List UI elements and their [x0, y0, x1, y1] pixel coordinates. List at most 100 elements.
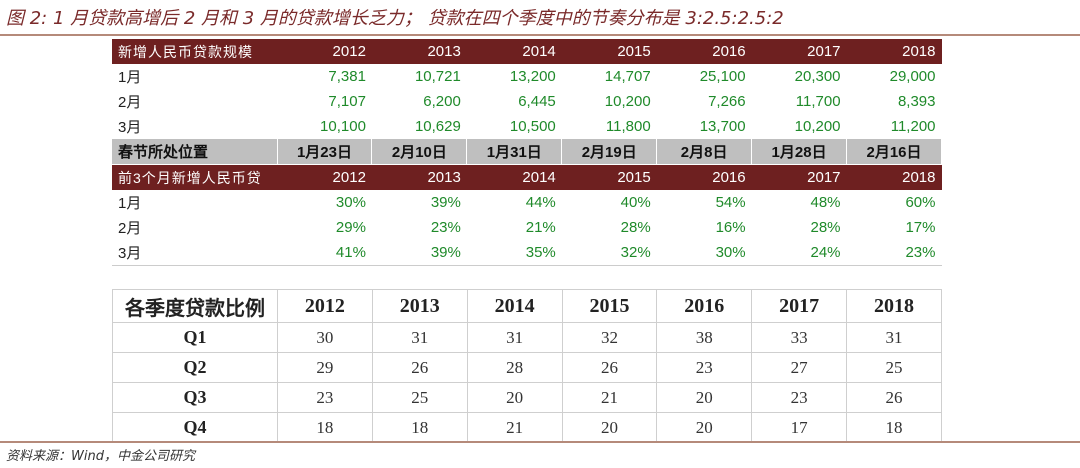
- quarterly-loan-ratio-table: 各季度贷款比例 2012 2013 2014 2015 2016 2017 2018 Q1 30 3…: [112, 289, 942, 443]
- table-cell: 60%: [905, 194, 936, 211]
- source-note: 资料来源：Wind，中金公司研究: [6, 449, 195, 464]
- table-cell: 2015: [561, 164, 657, 190]
- row-label: Q3: [112, 382, 278, 413]
- table-cell: 2012: [277, 164, 372, 190]
- table-cell: 13,200: [509, 68, 556, 85]
- table-cell: 21: [466, 412, 563, 443]
- table-cell: 31: [466, 322, 563, 353]
- table-cell: 2018: [846, 289, 942, 323]
- table-cell: 44%: [525, 194, 556, 211]
- table-cell: 30%: [656, 240, 752, 266]
- table-cell: 2月8日: [656, 139, 753, 165]
- table-row: Q4 18 18 21 20 20 17 18: [112, 412, 942, 443]
- loan-monthly-table: 新增人民币贷款规模 2012 2013 2014 2015 2016 2017 2018 1月 7…: [112, 38, 942, 266]
- table-cell: 20: [656, 412, 753, 443]
- row-label: 3月: [112, 240, 277, 266]
- table-cell: 20: [466, 382, 563, 413]
- figure-title: 图 2: 1 月贷款高增后 2 月和 3 月的贷款增长乏力； 贷款在四个季度中的…: [6, 8, 784, 29]
- table-cell: 13,700: [699, 118, 746, 135]
- row-label: 2月: [118, 94, 142, 111]
- table-cell: 10,629: [414, 118, 461, 135]
- table-cell: 20: [656, 382, 753, 413]
- loan-share-header-row: 前3个月新增人民币贷 2012 2013 2014 2015 2016 2017 2018: [112, 164, 942, 190]
- table-cell: 2月19日: [561, 139, 658, 165]
- table-cell: 39%: [371, 240, 467, 266]
- table-cell: 25,100: [699, 68, 746, 85]
- table-cell: 2012: [277, 289, 373, 323]
- table-cell: 6,445: [518, 93, 556, 110]
- table-cell: 25: [371, 382, 468, 413]
- table-cell: 23: [751, 382, 848, 413]
- table-cell: 29: [277, 352, 373, 383]
- table-cell: 29%: [335, 219, 366, 236]
- table-cell: 2018: [846, 38, 942, 64]
- table-cell: 14,707: [604, 68, 651, 85]
- table-cell: 48%: [810, 194, 841, 211]
- table-cell: 6,200: [423, 93, 461, 110]
- table-cell: 23%: [846, 240, 942, 266]
- table-cell: 18: [846, 412, 942, 443]
- table-cell: 16%: [715, 219, 746, 236]
- table-cell: 10,500: [509, 118, 556, 135]
- row-label: Q4: [112, 412, 278, 443]
- table-cell: 2018: [846, 164, 942, 190]
- table-cell: 23%: [430, 219, 461, 236]
- table-cell: 11,200: [890, 118, 936, 135]
- table-cell: 33: [751, 322, 848, 353]
- table-cell: 2014: [466, 38, 562, 64]
- table-cell: 11,700: [795, 93, 841, 110]
- table-cell: 10,100: [320, 118, 366, 135]
- table-cell: 26: [846, 382, 942, 413]
- table-cell: 2017: [751, 38, 847, 64]
- table-cell: 20: [561, 412, 658, 443]
- table-cell: 23: [656, 352, 753, 383]
- table-cell: 11,800: [605, 118, 651, 135]
- footer-divider: [0, 441, 1080, 443]
- table-row: 2月 7,107 6,200 6,445 10,200 7,266 11,700 8,393: [112, 89, 942, 114]
- table-cell: 20,300: [794, 68, 841, 85]
- table-cell: 30%: [335, 194, 366, 211]
- table-cell: 31: [371, 322, 468, 353]
- loan-size-header-row: 新增人民币贷款规模 2012 2013 2014 2015 2016 2017 2018: [112, 38, 942, 64]
- row-label: 各季度贷款比例: [112, 289, 278, 323]
- table-cell: 7,381: [328, 68, 366, 85]
- table-row: Q2 29 26 28 26 23 27 25: [112, 352, 942, 383]
- table-cell: 21: [561, 382, 658, 413]
- row-label: 春节所处位置: [112, 139, 278, 165]
- table-cell: 24%: [751, 240, 847, 266]
- table-cell: 1月23日: [277, 139, 373, 165]
- table-cell: 7,107: [328, 93, 366, 110]
- table-cell: 25: [846, 352, 942, 383]
- table-cell: 28: [466, 352, 563, 383]
- table-cell: 41%: [277, 240, 372, 266]
- table-row: Q3 23 25 20 21 20 23 26: [112, 382, 942, 413]
- table-cell: 2013: [371, 164, 467, 190]
- table-cell: 18: [277, 412, 373, 443]
- table-cell: 2014: [466, 164, 562, 190]
- table-cell: 10,721: [414, 68, 461, 85]
- table-cell: 54%: [715, 194, 746, 211]
- table-cell: 32%: [561, 240, 657, 266]
- table-cell: 18: [371, 412, 468, 443]
- table-cell: 2017: [751, 289, 848, 323]
- table-cell: 1月28日: [751, 139, 848, 165]
- table-row: 3月 10,100 10,629 10,500 11,800 13,700 10,200 11…: [112, 114, 942, 139]
- table-cell: 26: [371, 352, 468, 383]
- row-label: Q2: [112, 352, 278, 383]
- row-label: 新增人民币贷款规模: [112, 38, 277, 64]
- table-cell: 2014: [466, 289, 563, 323]
- row-label: 1月: [118, 69, 142, 86]
- table-cell: 23: [277, 382, 373, 413]
- table-cell: 21%: [525, 219, 556, 236]
- table-cell: 32: [561, 322, 658, 353]
- table-cell: 29,000: [889, 68, 936, 85]
- table-cell: 27: [751, 352, 848, 383]
- row-label: 2月: [118, 220, 142, 237]
- table-cell: 2013: [371, 38, 467, 64]
- table-cell: 1月31日: [466, 139, 563, 165]
- table-cell: 38: [656, 322, 753, 353]
- table-cell: 8,393: [897, 93, 936, 110]
- title-divider: [0, 34, 1080, 36]
- table-row: 1月 7,381 10,721 13,200 14,707 25,100 20,300 29,…: [112, 64, 942, 89]
- table-cell: 2月10日: [371, 139, 468, 165]
